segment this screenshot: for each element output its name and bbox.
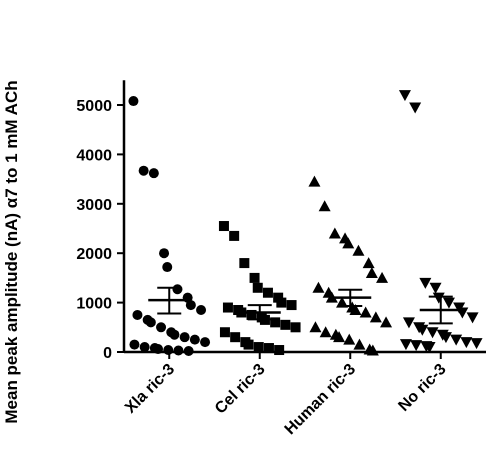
x-category-label: Human ric-3	[282, 361, 359, 438]
data-point	[229, 230, 240, 241]
data-point	[359, 306, 372, 318]
data-point	[362, 257, 375, 269]
data-point	[162, 262, 173, 273]
data-point	[179, 332, 190, 343]
data-point	[349, 304, 362, 316]
data-point	[398, 90, 411, 102]
data-point	[153, 344, 164, 355]
y-tick-label: 2000	[76, 246, 112, 263]
data-point	[319, 326, 332, 338]
data-point	[230, 332, 241, 343]
y-axis-title: Mean peak amplitude (nA) α7 to 1 mM ACh	[2, 80, 21, 423]
data-point	[239, 258, 250, 269]
data-point	[262, 287, 273, 298]
data-point	[376, 271, 389, 283]
data-point	[156, 322, 167, 333]
data-point	[419, 277, 432, 289]
y-tick-label: 1000	[76, 296, 112, 313]
data-point	[172, 284, 183, 295]
data-point	[290, 322, 301, 333]
data-point	[145, 317, 156, 328]
data-point	[423, 342, 436, 354]
y-tick-label: 5000	[76, 98, 112, 115]
data-point	[249, 272, 260, 283]
data-point	[253, 342, 264, 353]
data-point	[189, 334, 200, 345]
data-point	[343, 333, 356, 345]
data-point	[263, 343, 274, 354]
data-point	[439, 332, 452, 344]
data-point	[366, 344, 379, 356]
data-point	[402, 317, 415, 329]
data-point	[276, 297, 287, 308]
data-point	[222, 302, 233, 313]
data-point	[365, 266, 378, 278]
data-point	[380, 316, 393, 328]
data-point	[410, 340, 423, 352]
data-point	[270, 317, 281, 328]
data-point	[352, 244, 365, 256]
data-point	[342, 237, 355, 249]
data-point	[429, 282, 442, 294]
data-point	[173, 345, 184, 356]
data-point	[328, 227, 341, 239]
data-point	[333, 331, 346, 343]
data-point	[129, 339, 140, 350]
data-point	[432, 292, 445, 304]
data-point	[200, 337, 211, 348]
data-point	[460, 337, 473, 349]
data-point	[159, 248, 170, 259]
data-point	[128, 96, 139, 107]
x-category-label: Xla ric-3	[122, 361, 178, 417]
data-points	[128, 90, 483, 357]
data-point	[318, 200, 331, 212]
y-tick-label: 0	[103, 345, 112, 362]
data-point	[280, 319, 291, 330]
data-point	[416, 324, 429, 336]
y-tick-label: 3000	[76, 197, 112, 214]
data-point	[132, 309, 143, 320]
data-point	[470, 338, 483, 350]
data-point	[369, 311, 382, 323]
mean-sem-bars	[148, 286, 462, 325]
x-category-label: No ric-3	[395, 361, 449, 415]
data-point	[274, 345, 285, 356]
data-point	[246, 309, 257, 320]
data-point	[219, 327, 230, 338]
x-category-labels: Xla ric-3 Cel ric-3 Human ric-3 No ric-3	[122, 352, 450, 438]
data-point	[353, 338, 366, 350]
data-point	[466, 312, 479, 324]
data-point	[312, 281, 325, 293]
data-point	[169, 329, 180, 340]
data-point	[399, 339, 412, 351]
data-point	[163, 345, 174, 356]
data-point	[409, 102, 422, 114]
data-point	[243, 339, 254, 350]
data-point	[138, 165, 149, 176]
data-point	[252, 282, 263, 293]
data-point	[309, 321, 322, 333]
data-point	[196, 305, 207, 316]
x-category-label: Cel ric-3	[212, 361, 269, 418]
data-point	[308, 175, 321, 187]
data-point	[183, 346, 194, 357]
data-point	[139, 342, 150, 353]
data-point	[148, 168, 159, 179]
data-point	[426, 327, 439, 339]
data-point	[185, 300, 196, 311]
y-tick-label: 4000	[76, 147, 112, 164]
data-point	[218, 221, 229, 232]
y-ticks: 0 1000 2000 3000 4000 5000	[76, 98, 124, 362]
data-point	[286, 300, 297, 311]
data-point	[450, 334, 463, 346]
data-point	[442, 297, 455, 309]
data-point	[336, 296, 349, 308]
